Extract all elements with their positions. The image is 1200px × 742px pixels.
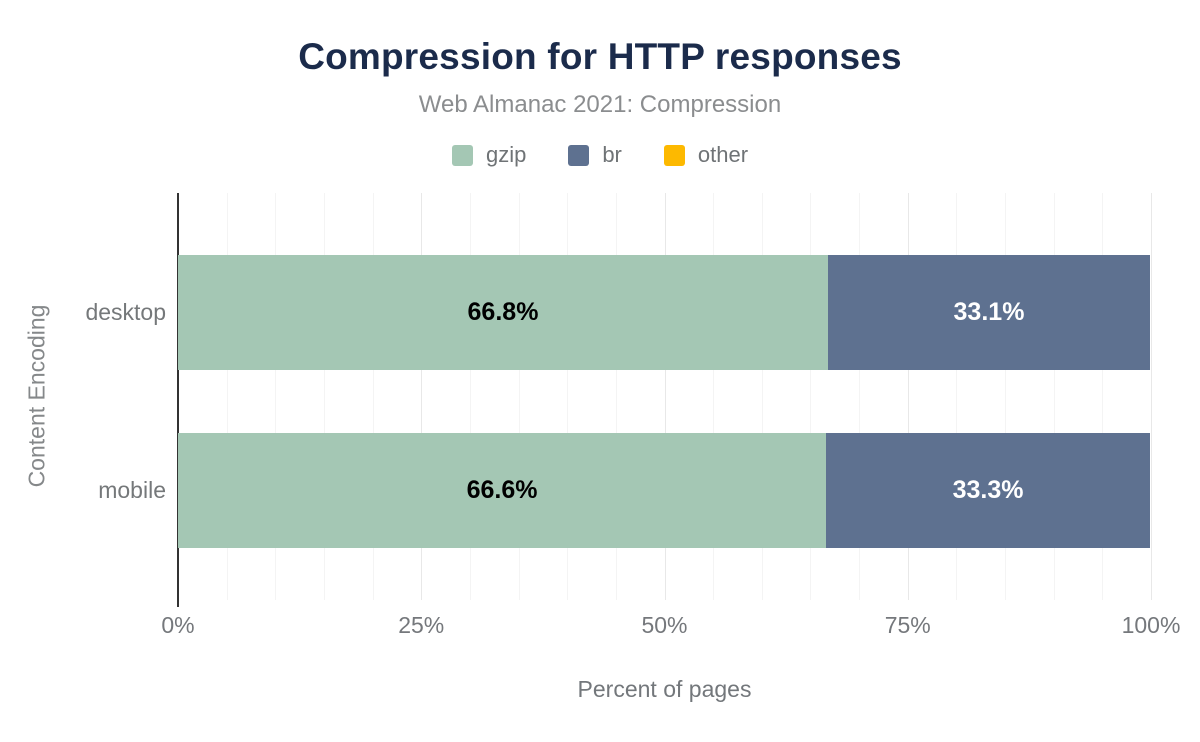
bar-value-label: 66.6% <box>466 476 538 504</box>
chart-title: Compression for HTTP responses <box>298 36 902 77</box>
legend-label-gzip: gzip <box>485 142 527 167</box>
bar-segment-desktop-br[interactable]: 33.1% <box>827 255 1151 370</box>
legend-swatch-gzip <box>451 144 473 166</box>
minor-gridline <box>323 193 325 600</box>
bar-row-desktop: 66.8% 33.1% <box>178 255 1151 370</box>
minor-gridline <box>518 193 520 600</box>
bar-value-label: 33.1% <box>953 298 1025 326</box>
minor-gridline <box>859 193 861 600</box>
minor-gridline <box>761 193 763 600</box>
bar-value-label: 33.3% <box>952 476 1024 504</box>
major-gridline <box>664 193 666 600</box>
x-tick-label-75: 75% <box>884 612 931 638</box>
bar-value-label: 66.8% <box>467 298 539 326</box>
minor-gridline <box>275 193 277 600</box>
minor-gridline <box>1102 193 1104 600</box>
chart-legend: gzip br other <box>0 142 1200 168</box>
minor-gridline <box>713 193 715 600</box>
legend-swatch-other <box>663 144 685 166</box>
x-tick-label-100: 100% <box>1121 612 1181 638</box>
legend-label-br: br <box>602 142 622 167</box>
major-gridline <box>421 193 423 600</box>
minor-gridline <box>1053 193 1055 600</box>
minor-gridline <box>226 193 228 600</box>
x-tick-label-0: 0% <box>161 612 195 638</box>
minor-gridline <box>567 193 569 600</box>
legend-swatch-br <box>568 144 590 166</box>
minor-gridline <box>1005 193 1007 600</box>
bar-segment-mobile-br[interactable]: 33.3% <box>826 433 1151 548</box>
category-label-mobile: mobile <box>98 477 166 503</box>
x-axis-title: Percent of pages <box>577 676 752 702</box>
x-tick-label-50: 50% <box>641 612 688 638</box>
y-axis-title: Content Encoding <box>23 304 50 488</box>
legend-item-other: other <box>663 142 749 168</box>
legend-item-br: br <box>568 142 622 168</box>
x-tick-label-25: 25% <box>398 612 445 638</box>
legend-item-gzip: gzip <box>451 142 527 168</box>
bar-segment-desktop-gzip[interactable]: 66.8% <box>178 255 828 370</box>
bar-row-mobile: 66.6% 33.3% <box>178 433 1151 548</box>
chart-subtitle: Web Almanac 2021: Compression <box>418 91 782 118</box>
legend-label-other: other <box>697 142 749 167</box>
major-gridline <box>907 193 909 600</box>
minor-gridline <box>615 193 617 600</box>
plot-area: 66.8% 33.1% 66.6% 33.3% <box>177 193 1152 607</box>
minor-gridline <box>810 193 812 600</box>
minor-gridline <box>469 193 471 600</box>
y-axis-line <box>177 193 179 607</box>
bar-segment-mobile-gzip[interactable]: 66.6% <box>178 433 827 548</box>
minor-gridline <box>372 193 374 600</box>
category-label-desktop: desktop <box>85 299 166 325</box>
major-gridline <box>1151 193 1152 600</box>
minor-gridline <box>956 193 958 600</box>
